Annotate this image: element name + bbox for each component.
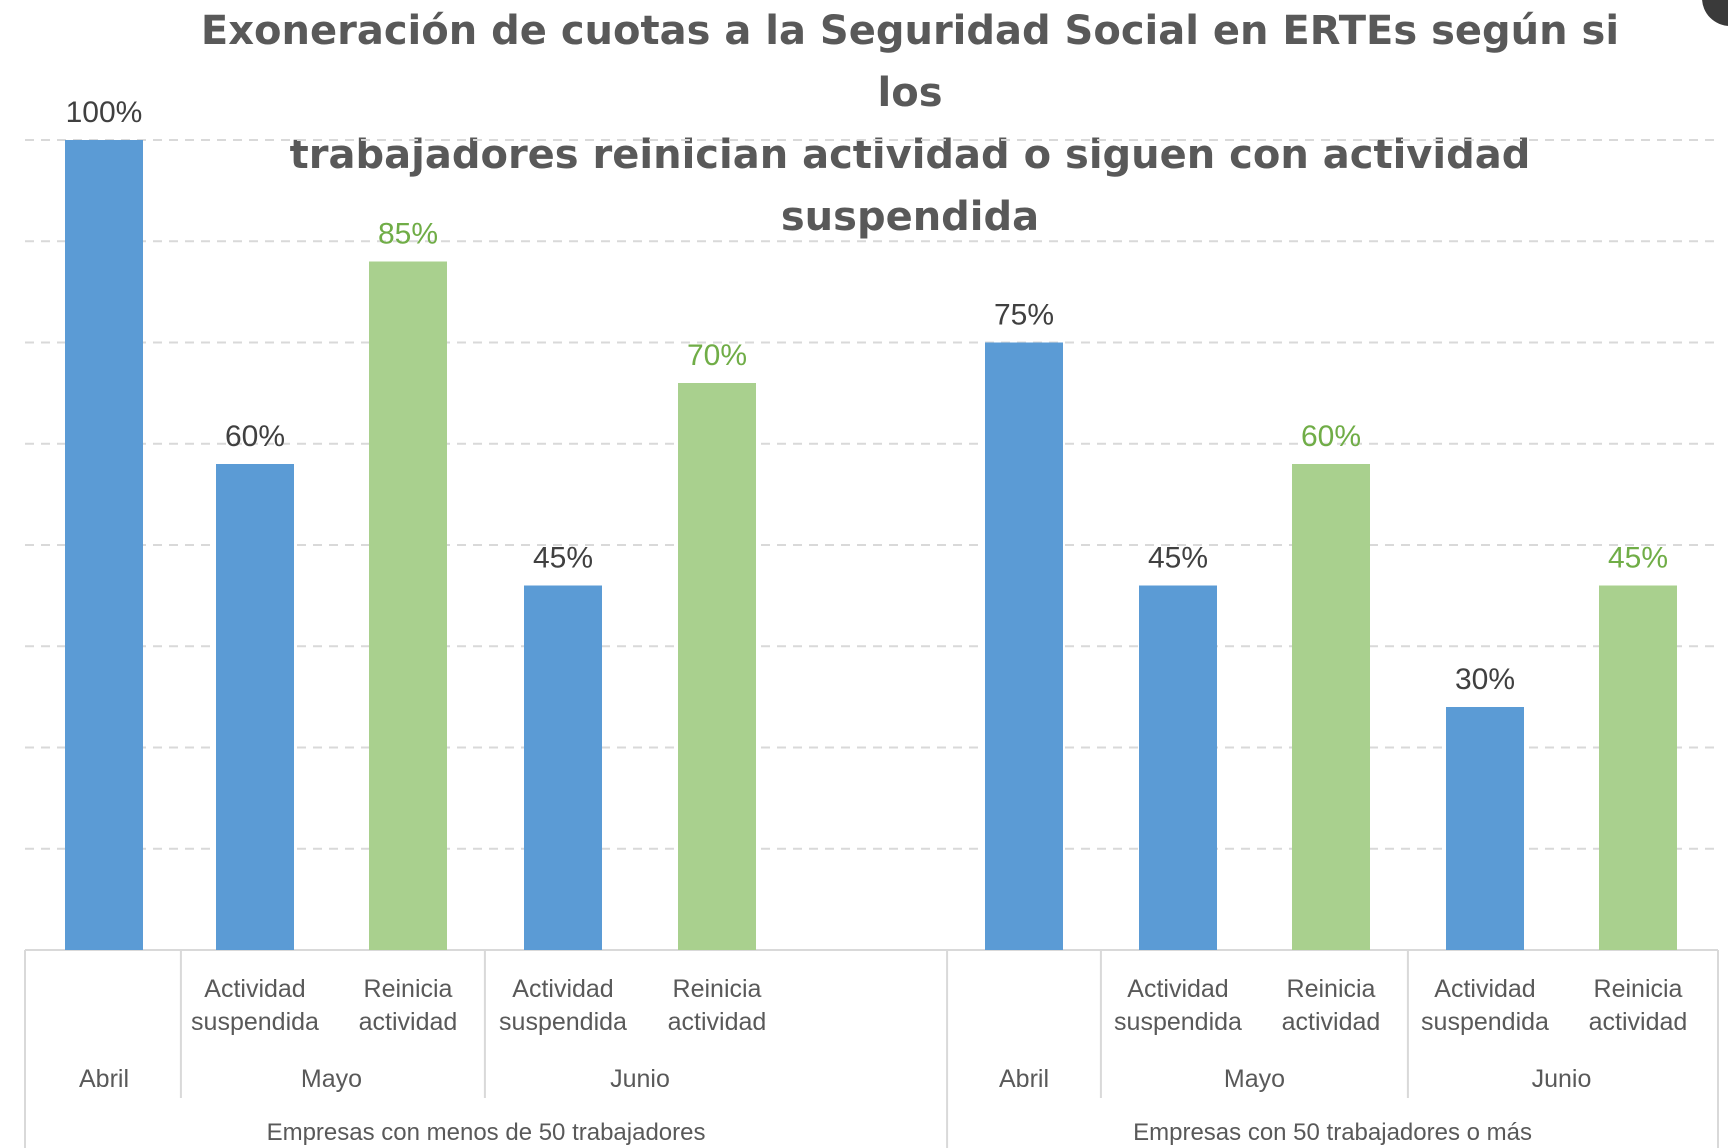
bar-2-junio-2 [1599, 585, 1677, 950]
category-label-line-1: Actividad [204, 975, 305, 1003]
category-label-line-1: Reinicia [673, 975, 762, 1003]
chart-title-line-1: Exoneración de cuotas a la Seguridad Soc… [200, 8, 1620, 116]
category-label-line-2: suspendida [1114, 1008, 1242, 1036]
bar-2-abril-1 [985, 342, 1063, 950]
data-label: 75% [994, 299, 1054, 332]
data-label: 60% [225, 420, 285, 453]
category-label-line-2: suspendida [499, 1008, 627, 1036]
category-label-line-1: Actividad [1434, 975, 1535, 1003]
month-label: Mayo [1224, 1065, 1285, 1093]
category-label-line-1: Reinicia [1594, 975, 1683, 1003]
data-label: 70% [687, 339, 747, 372]
data-label: 45% [533, 542, 593, 575]
data-label: 100% [66, 96, 143, 129]
category-label-line-1: Reinicia [364, 975, 453, 1003]
month-label: Junio [610, 1065, 670, 1093]
bar-1-mayo-1 [216, 464, 294, 950]
bar-2-junio-1 [1446, 707, 1524, 950]
category-label-line-1: Actividad [1127, 975, 1228, 1003]
month-label: Junio [1532, 1065, 1592, 1093]
month-label: Abril [79, 1065, 129, 1093]
category-label-line-2: actividad [359, 1008, 458, 1036]
data-label: 45% [1148, 542, 1208, 575]
bar-2-mayo-1 [1139, 585, 1217, 950]
data-label: 85% [378, 218, 438, 251]
bar-1-junio-2 [678, 383, 756, 950]
data-label: 45% [1608, 542, 1668, 575]
group-label: Empresas con menos de 50 trabajadores [267, 1119, 706, 1146]
category-label-line-1: Reinicia [1287, 975, 1376, 1003]
bar-1-abril-1 [65, 140, 143, 950]
category-label-line-2: actividad [1589, 1008, 1688, 1036]
month-label: Abril [999, 1065, 1049, 1093]
category-label-line-2: actividad [668, 1008, 767, 1036]
category-label-line-2: actividad [1282, 1008, 1381, 1036]
bar-1-mayo-2 [369, 261, 447, 950]
group-label: Empresas con 50 trabajadores o más [1133, 1119, 1532, 1146]
data-label: 30% [1455, 663, 1515, 696]
data-label: 60% [1301, 420, 1361, 453]
category-label-line-2: suspendida [191, 1008, 319, 1036]
month-label: Mayo [301, 1065, 362, 1093]
category-label-line-1: Actividad [512, 975, 613, 1003]
bar-1-junio-1 [524, 585, 602, 950]
category-label-line-2: suspendida [1421, 1008, 1549, 1036]
bar-2-mayo-2 [1292, 464, 1370, 950]
